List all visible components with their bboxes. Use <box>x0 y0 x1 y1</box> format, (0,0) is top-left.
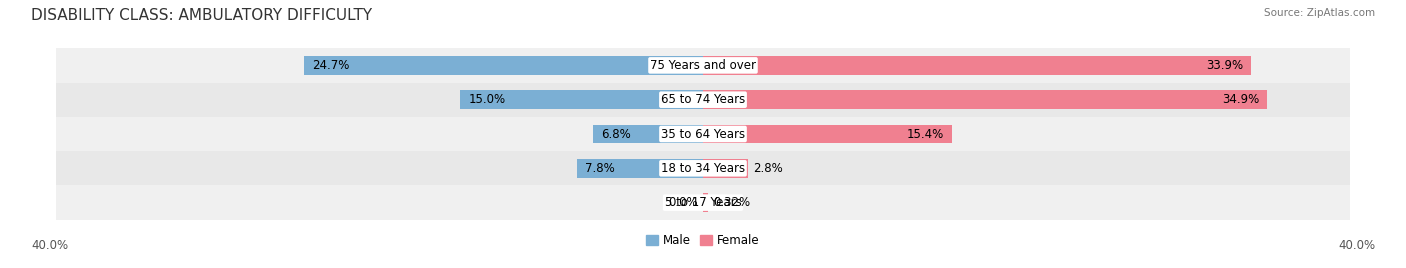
Text: 24.7%: 24.7% <box>312 59 349 72</box>
Text: 33.9%: 33.9% <box>1206 59 1243 72</box>
Bar <box>703 159 748 178</box>
Text: 2.8%: 2.8% <box>754 162 783 175</box>
Text: 18 to 34 Years: 18 to 34 Years <box>661 162 745 175</box>
Text: 0.32%: 0.32% <box>713 196 751 209</box>
Text: 6.8%: 6.8% <box>602 128 631 140</box>
Text: 35 to 64 Years: 35 to 64 Years <box>661 128 745 140</box>
Bar <box>56 151 1350 185</box>
Text: 34.9%: 34.9% <box>1222 93 1260 106</box>
Text: 0.0%: 0.0% <box>668 196 699 209</box>
Text: DISABILITY CLASS: AMBULATORY DIFFICULTY: DISABILITY CLASS: AMBULATORY DIFFICULTY <box>31 8 373 23</box>
Text: 15.4%: 15.4% <box>907 128 943 140</box>
Bar <box>703 193 709 212</box>
Bar <box>576 159 703 178</box>
Text: 40.0%: 40.0% <box>1339 239 1375 252</box>
Text: 40.0%: 40.0% <box>31 239 67 252</box>
Text: 65 to 74 Years: 65 to 74 Years <box>661 93 745 106</box>
Text: 15.0%: 15.0% <box>468 93 506 106</box>
Bar <box>304 56 703 75</box>
Text: 5 to 17 Years: 5 to 17 Years <box>665 196 741 209</box>
Bar <box>56 117 1350 151</box>
Bar <box>56 185 1350 220</box>
Text: 75 Years and over: 75 Years and over <box>650 59 756 72</box>
Text: Source: ZipAtlas.com: Source: ZipAtlas.com <box>1264 8 1375 18</box>
Bar <box>56 48 1350 83</box>
Bar <box>703 56 1251 75</box>
Legend: Male, Female: Male, Female <box>641 229 765 252</box>
Bar <box>56 83 1350 117</box>
Bar <box>593 125 703 143</box>
Bar <box>703 90 1267 109</box>
Text: 7.8%: 7.8% <box>585 162 614 175</box>
Bar <box>461 90 703 109</box>
Bar <box>703 125 952 143</box>
